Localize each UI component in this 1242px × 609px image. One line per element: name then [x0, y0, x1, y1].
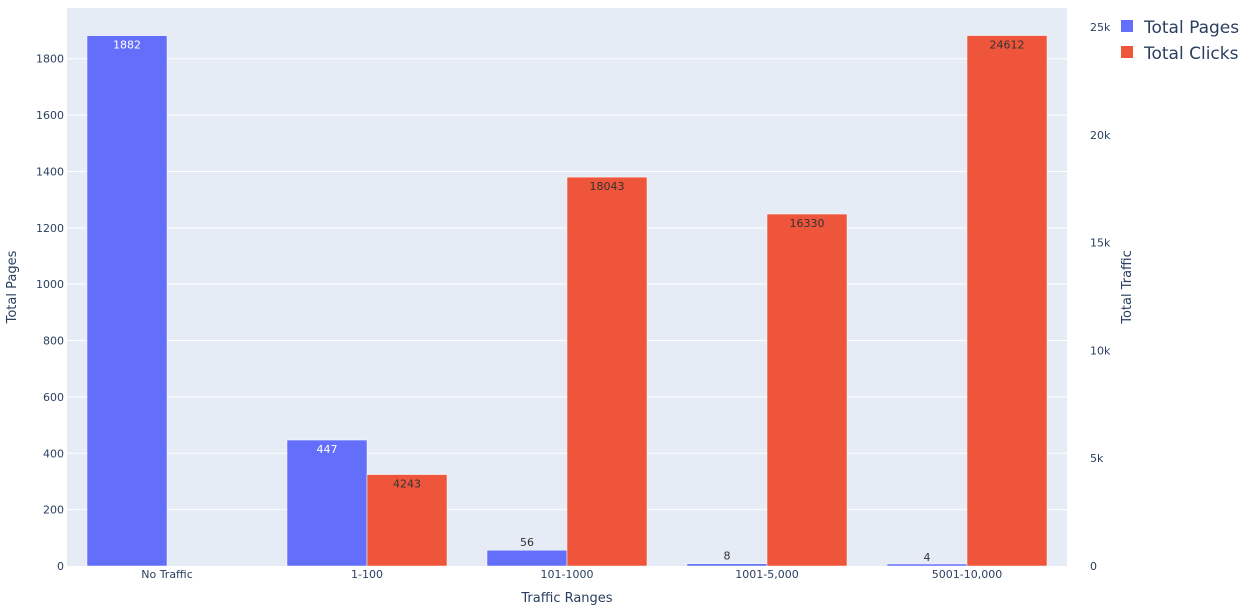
x-axis-title: Traffic Ranges: [520, 591, 612, 606]
clicks-value-label-3: 16330: [790, 217, 825, 230]
clicks-bar-2[interactable]: [566, 176, 648, 567]
y-left-axis-title: Total Pages: [5, 250, 20, 324]
clicks-bar-3[interactable]: [766, 213, 848, 567]
y-right-tick-label: 0: [1090, 560, 1097, 573]
y-left-tick-label: 1600: [36, 109, 64, 122]
x-tick-label: 5001-10,000: [932, 568, 1002, 581]
pages-bar-3[interactable]: [686, 563, 768, 567]
y-left-tick-label: 1200: [36, 222, 64, 235]
y-left-tick-label: 0: [57, 560, 64, 573]
pages-value-label-0: 1882: [113, 39, 141, 52]
y-left-tick-label: 1800: [36, 53, 64, 66]
legend-swatch-1[interactable]: [1121, 46, 1133, 58]
legend-label-0: Total Pages: [1143, 18, 1239, 38]
clicks-value-label-2: 18043: [590, 180, 625, 193]
pages-bar-1[interactable]: [286, 439, 368, 567]
clicks-bar-4[interactable]: [966, 35, 1048, 567]
y-left-tick-label: 200: [43, 504, 64, 517]
pages-bar-2[interactable]: [486, 549, 568, 567]
pages-bar-0[interactable]: [86, 35, 168, 567]
y-left-tick-label: 400: [43, 447, 64, 460]
y-left-tick-label: 600: [43, 391, 64, 404]
y-left-tick-label: 1400: [36, 165, 64, 178]
pages-value-label-4: 4: [924, 551, 931, 564]
pages-value-label-3: 8: [724, 550, 731, 563]
x-tick-label: 101-1000: [541, 568, 594, 581]
x-tick-label: 1001-5,000: [735, 568, 798, 581]
y-left-tick-label: 800: [43, 335, 64, 348]
clicks-bar-1[interactable]: [366, 474, 448, 567]
legend-label-1: Total Clicks: [1143, 44, 1239, 64]
pages-value-label-2: 56: [520, 536, 534, 549]
y-right-tick-label: 5k: [1090, 452, 1104, 465]
clicks-value-label-1: 4243: [393, 478, 421, 491]
clicks-value-label-4: 24612: [990, 39, 1025, 52]
x-tick-label: No Traffic: [141, 568, 193, 581]
y-right-tick-label: 20k: [1090, 129, 1111, 142]
y-right-tick-label: 15k: [1090, 237, 1111, 250]
y-right-axis-title: Total Traffic: [1120, 250, 1135, 325]
pages-value-label-1: 447: [317, 443, 338, 456]
x-tick-label: 1-100: [351, 568, 383, 581]
legend-swatch-0[interactable]: [1121, 20, 1133, 32]
pages-bar-4[interactable]: [886, 563, 968, 567]
y-left-tick-label: 1000: [36, 278, 64, 291]
y-right-tick-label: 10k: [1090, 344, 1111, 357]
y-right-tick-label: 25k: [1090, 21, 1111, 34]
